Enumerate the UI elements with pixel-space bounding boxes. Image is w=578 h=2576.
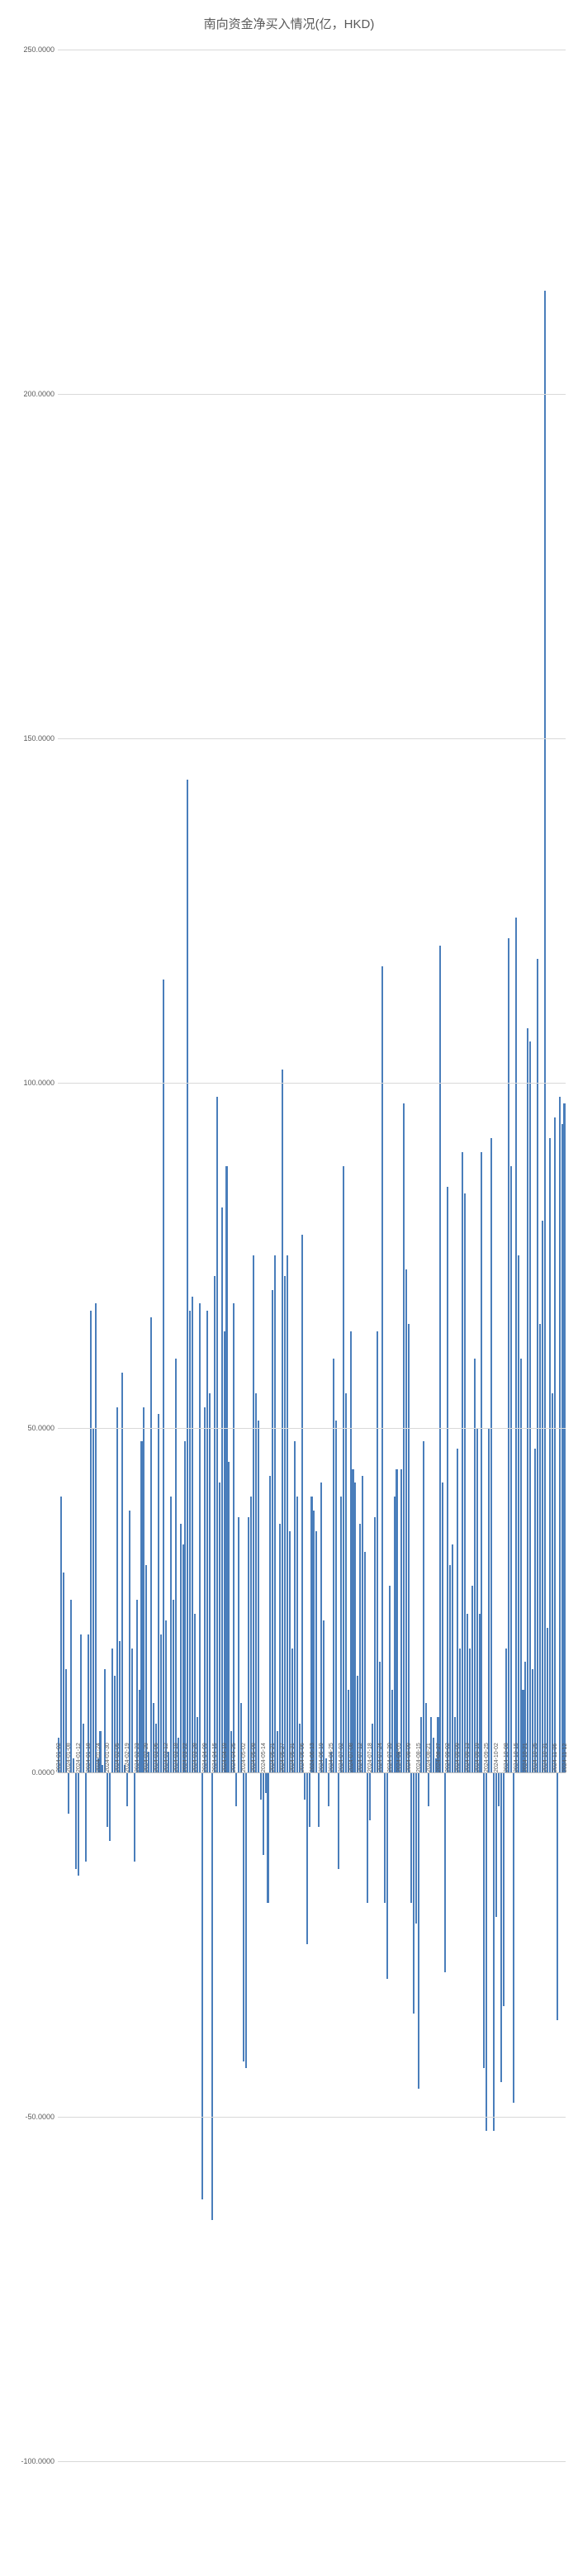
xtick-label: 2024-05-02 — [241, 1743, 247, 1772]
xtick-label: 2024-01-18 — [86, 1743, 92, 1772]
xtick-label: 2024-07-18 — [367, 1743, 373, 1772]
ytick-label: 0.0000 — [31, 1768, 54, 1777]
xtick-label: 2024-02-19 — [125, 1743, 130, 1772]
xtick-label: 2024-02-29 — [144, 1743, 149, 1772]
xtick-label: 2024-08-09 — [406, 1743, 412, 1772]
gridline — [58, 2117, 566, 2118]
xtick-label: 2024-06-19 — [319, 1743, 325, 1772]
bar-fill — [563, 1103, 565, 1772]
xtick-label: 2024-03-28 — [192, 1743, 198, 1772]
xtick-label: 2024-07-08 — [348, 1743, 354, 1772]
xtick-label: 2024-09-25 — [484, 1743, 490, 1772]
bar — [563, 50, 566, 2461]
xtick-label: 2024-05-31 — [290, 1743, 296, 1772]
ytick-label: 100.0000 — [23, 1079, 54, 1087]
xtick-label: 2024-07-24 — [377, 1743, 383, 1772]
xtick-label: 2024-03-18 — [173, 1743, 179, 1772]
xtick-label: 2024-04-25 — [231, 1743, 237, 1772]
ytick-label: 200.0000 — [23, 390, 54, 398]
xtick-label: 2024-05-14 — [261, 1743, 267, 1772]
xtick-label: 2024-04-09 — [202, 1743, 208, 1772]
xtick-label: 2024-07-30 — [387, 1743, 393, 1772]
xtick-label: 2024-10-02 — [494, 1743, 500, 1772]
xtick-label: 2024-10-21 — [523, 1743, 528, 1772]
xtick-label: 2024-05-21 — [270, 1743, 276, 1772]
xtick-label: 2024-09-13 — [465, 1743, 471, 1772]
xtick-label: 2024-06-13 — [310, 1743, 315, 1772]
gridline — [58, 394, 566, 395]
ytick-label: 50.0000 — [27, 1424, 54, 1432]
xtick-label: 2024-06-06 — [300, 1743, 306, 1772]
xtick-label: 2024-11-12 — [562, 1743, 568, 1772]
xtick-label: 2024-10-31 — [542, 1743, 548, 1772]
xtick-label: 2024-07-12 — [358, 1743, 363, 1772]
xtick-label: 2024-03-22 — [182, 1743, 188, 1772]
ytick-label: 250.0000 — [23, 45, 54, 54]
gridline — [58, 1083, 566, 1084]
xtick-label: 2024-07-02 — [339, 1743, 344, 1772]
xtick-label: 2024-08-21 — [426, 1743, 432, 1772]
xtick-label: 2024-09-09 — [455, 1743, 461, 1772]
ytick-label: -100.0000 — [21, 2457, 54, 2465]
xtick-label: 2024-10-25 — [533, 1743, 538, 1772]
xtick-label: 2024-05-27 — [280, 1743, 286, 1772]
gridline — [58, 738, 566, 739]
xtick-label: 2024-10-08 — [504, 1743, 509, 1772]
chart-title: 南向资金净买入情况(亿，HKD) — [0, 0, 578, 32]
ytick-label: 150.0000 — [23, 734, 54, 742]
xtick-label: 2024-01-08 — [66, 1743, 72, 1772]
southbound-net-buy-chart: 南向资金净买入情况(亿，HKD) -100.0000-50.00000.0000… — [0, 0, 578, 2576]
xtick-label: 2024-11-06 — [552, 1743, 558, 1772]
xtick-label: 2024-01-24 — [96, 1743, 102, 1772]
xtick-label: 2024-01-02 — [56, 1743, 62, 1772]
xtick-label: 2024-04-19 — [222, 1743, 228, 1772]
xtick-label: 2024-09-19 — [475, 1743, 481, 1772]
xtick-label: 2024-01-12 — [76, 1743, 82, 1772]
plot-area: -100.0000-50.00000.000050.0000100.000015… — [58, 50, 566, 2461]
bars-container — [58, 50, 566, 2461]
gridline — [58, 2461, 566, 2462]
xtick-label: 2024-06-25 — [329, 1743, 334, 1772]
xtick-label: 2024-08-05 — [396, 1743, 402, 1772]
xtick-label: 2024-08-27 — [436, 1743, 442, 1772]
xtick-label: 2024-03-06 — [154, 1743, 159, 1772]
xtick-label: 2024-10-15 — [514, 1743, 519, 1772]
xtick-label: 2024-01-30 — [105, 1743, 111, 1772]
xtick-label: 2024-03-12 — [163, 1743, 169, 1772]
xtick-label: 2024-08-15 — [416, 1743, 422, 1772]
xtick-label: 2024-04-15 — [212, 1743, 218, 1772]
xtick-label: 2024-02-23 — [135, 1743, 140, 1772]
xtick-label: 2024-02-05 — [115, 1743, 121, 1772]
xtick-label: 2024-05-08 — [251, 1743, 257, 1772]
xtick-label: 2024-09-02 — [445, 1743, 451, 1772]
gridline — [58, 1428, 566, 1429]
ytick-label: -50.0000 — [25, 2113, 54, 2121]
